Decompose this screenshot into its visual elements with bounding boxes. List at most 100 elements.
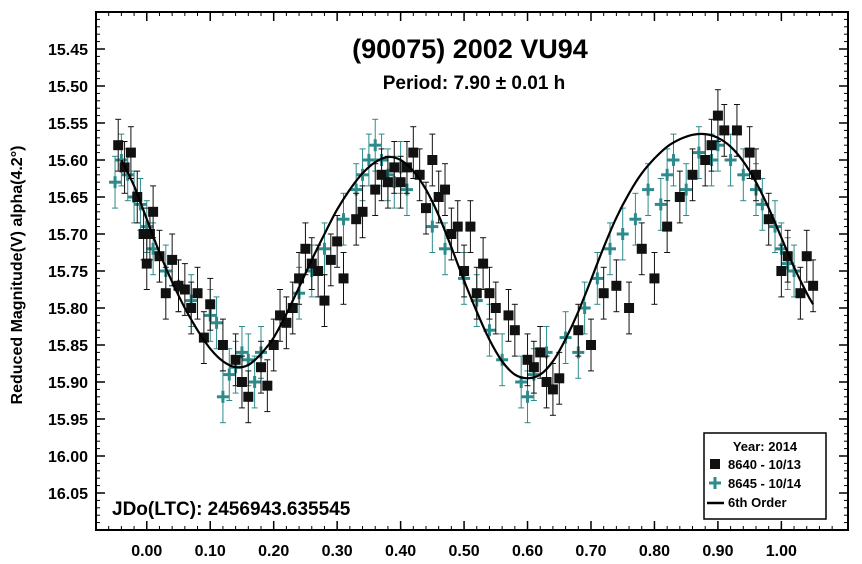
data-point-square <box>138 229 149 239</box>
data-point-plus <box>426 220 439 233</box>
data-point-square <box>338 273 349 284</box>
data-point-square <box>236 377 247 387</box>
data-point-plus <box>692 146 705 159</box>
data-point-plus <box>248 376 261 388</box>
legend-label-8640: 8640 - 10/13 <box>728 457 801 472</box>
data-point-square <box>700 155 711 165</box>
data-point-square <box>801 251 812 262</box>
data-point-square <box>408 147 419 158</box>
data-point-square <box>414 169 425 180</box>
data-point-plus <box>439 242 452 255</box>
data-point-square <box>395 177 406 188</box>
data-point-square <box>440 184 451 195</box>
y-tick-label: 15.85 <box>48 338 88 355</box>
data-point-square <box>313 266 324 276</box>
data-series-layer <box>109 89 819 424</box>
data-point-square <box>401 162 412 173</box>
data-point-square <box>427 155 438 165</box>
x-axis: 0.00 0.10 0.20 0.30 0.40 0.50 0.60 0.70 0.80 0.90… <box>95 12 833 560</box>
data-point-square <box>275 310 286 321</box>
x-tick-label: 0.50 <box>448 543 479 560</box>
data-point-plus <box>216 390 229 403</box>
data-point-square <box>433 192 444 202</box>
data-point-square <box>712 110 723 121</box>
data-point-square <box>205 299 216 310</box>
data-point-plus <box>680 183 693 196</box>
data-point-square <box>782 251 793 262</box>
data-point-square <box>294 273 305 284</box>
data-point-square <box>319 295 330 306</box>
julian-date-annotation: JDo(LTC): 2456943.635545 <box>112 499 351 520</box>
data-point-square <box>649 273 660 284</box>
data-point-square <box>420 203 431 214</box>
data-point-square <box>795 288 806 299</box>
x-tick-label: 0.20 <box>258 543 289 560</box>
data-point-square <box>776 266 787 276</box>
data-point-square <box>173 280 184 291</box>
data-point-square <box>332 236 343 247</box>
data-point-square <box>351 214 362 225</box>
data-point-plus <box>521 390 534 403</box>
data-point-square <box>471 288 482 299</box>
data-point-square <box>490 303 501 313</box>
data-point-square <box>750 169 761 180</box>
data-point-square <box>287 303 298 313</box>
data-point-square <box>268 340 279 350</box>
data-point-square <box>217 340 228 350</box>
y-axis: 15.45 15.50 15.55 15.60 15.65 15.70 15.75 15.80… <box>48 11 848 531</box>
data-point-square <box>370 184 381 195</box>
data-point-square <box>541 377 552 387</box>
data-point-square <box>281 317 292 328</box>
data-point-plus <box>362 154 375 166</box>
y-tick-label: 15.95 <box>48 412 88 429</box>
legend-box <box>703 432 827 520</box>
y-tick-label: 16.00 <box>48 449 88 466</box>
data-point-plus <box>210 316 223 329</box>
x-tick-label: 0.60 <box>512 543 543 560</box>
data-point-square <box>503 310 514 321</box>
data-point-square <box>706 140 717 151</box>
y-tick-label: 15.80 <box>48 301 88 318</box>
data-point-plus <box>616 228 629 240</box>
data-point-square <box>357 206 368 217</box>
legend-square-marker <box>710 459 720 469</box>
x-tick-label: 0.80 <box>639 543 670 560</box>
data-point-square <box>113 140 124 151</box>
data-point-square <box>148 206 159 217</box>
x-tick-label: 0.70 <box>575 543 606 560</box>
series-8640-10-13 <box>113 89 819 424</box>
data-point-square <box>325 254 336 265</box>
x-tick-label: 1.00 <box>766 543 797 560</box>
data-point-square <box>382 177 393 188</box>
data-point-square <box>262 380 273 391</box>
data-point-plus <box>724 154 737 166</box>
y-tick-label: 15.45 <box>48 42 88 59</box>
data-point-square <box>160 288 171 299</box>
y-tick-label: 15.50 <box>48 79 88 96</box>
x-tick-label: 0.10 <box>195 543 226 560</box>
data-point-square <box>598 288 609 299</box>
data-point-square <box>144 229 155 239</box>
y-tick-label: 15.75 <box>48 264 88 281</box>
y-tick-label: 15.60 <box>48 153 88 170</box>
data-point-square <box>154 251 165 262</box>
data-point-square <box>535 347 546 358</box>
data-point-square <box>459 266 470 276</box>
data-point-square <box>763 214 774 225</box>
data-point-square <box>376 169 387 180</box>
data-point-plus <box>318 242 331 255</box>
data-point-square <box>744 147 755 158</box>
y-tick-label: 16.05 <box>48 486 88 503</box>
y-axis-label: Reduced Magnitude(V) alpha(4.2°) <box>9 146 26 405</box>
data-point-square <box>167 254 178 265</box>
data-point-plus <box>654 198 667 211</box>
data-point-square <box>389 162 400 173</box>
data-point-square <box>186 303 197 313</box>
data-point-square <box>808 280 819 291</box>
x-tick-label: 0.00 <box>131 543 162 560</box>
data-point-square <box>446 229 457 239</box>
data-point-square <box>636 243 647 254</box>
data-point-plus <box>591 272 604 285</box>
data-point-square <box>719 125 730 136</box>
legend-plus-marker <box>709 477 721 489</box>
